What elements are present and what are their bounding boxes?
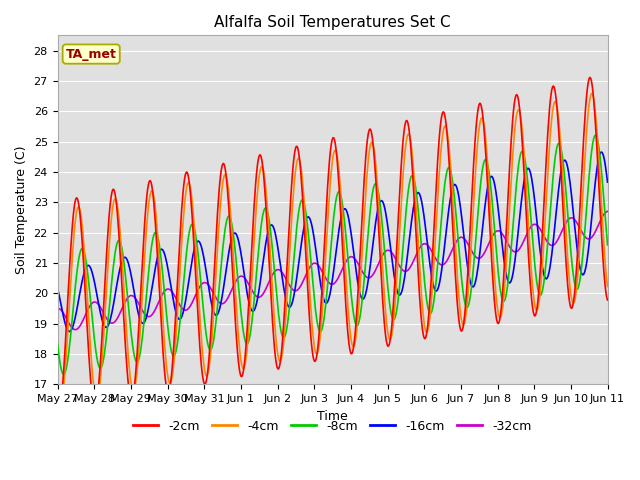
-4cm [588, 91, 595, 96]
-4cm [604, 284, 611, 289]
-8cm [121, 267, 129, 273]
-2cm [206, 346, 214, 351]
-8cm [177, 312, 184, 318]
-16cm [598, 149, 605, 155]
-4cm [56, 402, 63, 408]
-4cm [121, 301, 129, 307]
Title: Alfalfa Soil Temperatures Set C: Alfalfa Soil Temperatures Set C [214, 15, 451, 30]
-4cm [54, 394, 61, 399]
-8cm [591, 132, 599, 138]
-32cm [416, 244, 424, 250]
-8cm [206, 347, 214, 352]
-8cm [400, 231, 408, 237]
X-axis label: Time: Time [317, 410, 348, 423]
-2cm [416, 301, 424, 307]
-16cm [177, 316, 184, 322]
Y-axis label: Soil Temperature (C): Soil Temperature (C) [15, 145, 28, 274]
-32cm [71, 327, 79, 333]
-16cm [206, 291, 214, 297]
-4cm [206, 360, 214, 366]
-4cm [400, 159, 408, 165]
-2cm [400, 129, 408, 134]
-2cm [54, 412, 62, 418]
-32cm [54, 306, 61, 312]
-2cm [586, 74, 594, 80]
-2cm [54, 411, 61, 417]
-16cm [400, 278, 408, 284]
-4cm [416, 272, 424, 278]
-16cm [66, 329, 74, 335]
-16cm [121, 254, 129, 260]
-32cm [121, 300, 129, 305]
Line: -4cm: -4cm [58, 94, 607, 405]
-32cm [400, 268, 408, 274]
Line: -8cm: -8cm [58, 135, 607, 374]
-32cm [604, 208, 611, 214]
-4cm [177, 256, 184, 262]
-2cm [121, 334, 129, 340]
-8cm [416, 228, 424, 234]
-8cm [54, 341, 61, 347]
-2cm [65, 288, 72, 294]
Legend: -2cm, -4cm, -8cm, -16cm, -32cm: -2cm, -4cm, -8cm, -16cm, -32cm [129, 415, 537, 437]
-8cm [65, 354, 72, 360]
Line: -16cm: -16cm [58, 152, 607, 332]
-8cm [604, 242, 611, 248]
Line: -2cm: -2cm [58, 77, 607, 415]
-16cm [54, 285, 61, 291]
-32cm [206, 284, 214, 289]
-2cm [604, 297, 611, 303]
-8cm [60, 372, 67, 377]
-16cm [604, 179, 611, 185]
-16cm [416, 192, 424, 198]
-4cm [65, 320, 72, 326]
-32cm [63, 318, 71, 324]
-16cm [63, 327, 71, 333]
-2cm [177, 221, 184, 227]
Line: -32cm: -32cm [58, 211, 607, 330]
-32cm [177, 304, 184, 310]
Text: TA_met: TA_met [66, 48, 116, 60]
